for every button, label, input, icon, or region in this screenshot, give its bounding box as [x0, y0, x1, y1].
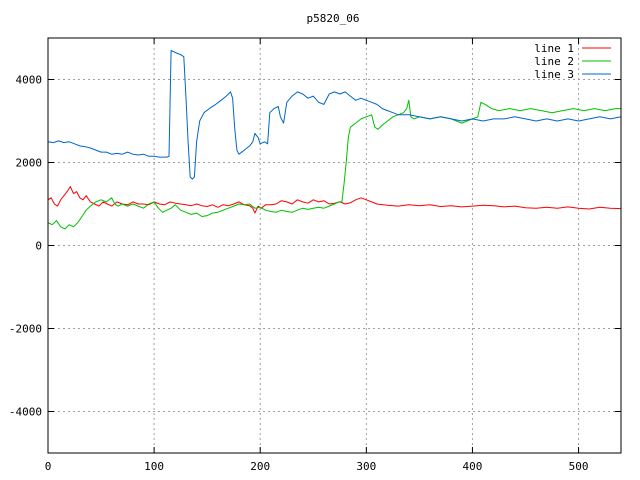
y-tick-label: 2000 [16, 157, 43, 170]
legend-label-2: line 2 [534, 55, 574, 68]
x-tick-label: 400 [463, 460, 483, 473]
y-tick-label: -2000 [9, 323, 42, 336]
legend-label-3: line 3 [534, 68, 574, 81]
y-tick-label: 0 [35, 240, 42, 253]
series-line-3 [47, 49, 622, 180]
x-axis-ticks: 0 100 200 300 400 500 [45, 38, 589, 473]
x-tick-label: 300 [356, 460, 376, 473]
chart-title: p5820_06 [307, 12, 360, 25]
series-line-2 [47, 99, 621, 230]
series-layer [47, 49, 622, 230]
x-tick-label: 500 [569, 460, 589, 473]
y-axis-ticks: -4000 -2000 0 2000 4000 [9, 74, 621, 419]
x-tick-label: 0 [45, 460, 52, 473]
y-tick-label: 4000 [16, 74, 43, 87]
x-tick-label: 200 [250, 460, 270, 473]
legend-label-1: line 1 [534, 42, 574, 55]
y-tick-label: -4000 [9, 406, 42, 419]
grid-lines [48, 38, 621, 453]
x-tick-label: 100 [144, 460, 164, 473]
series-line-1 [47, 186, 622, 214]
